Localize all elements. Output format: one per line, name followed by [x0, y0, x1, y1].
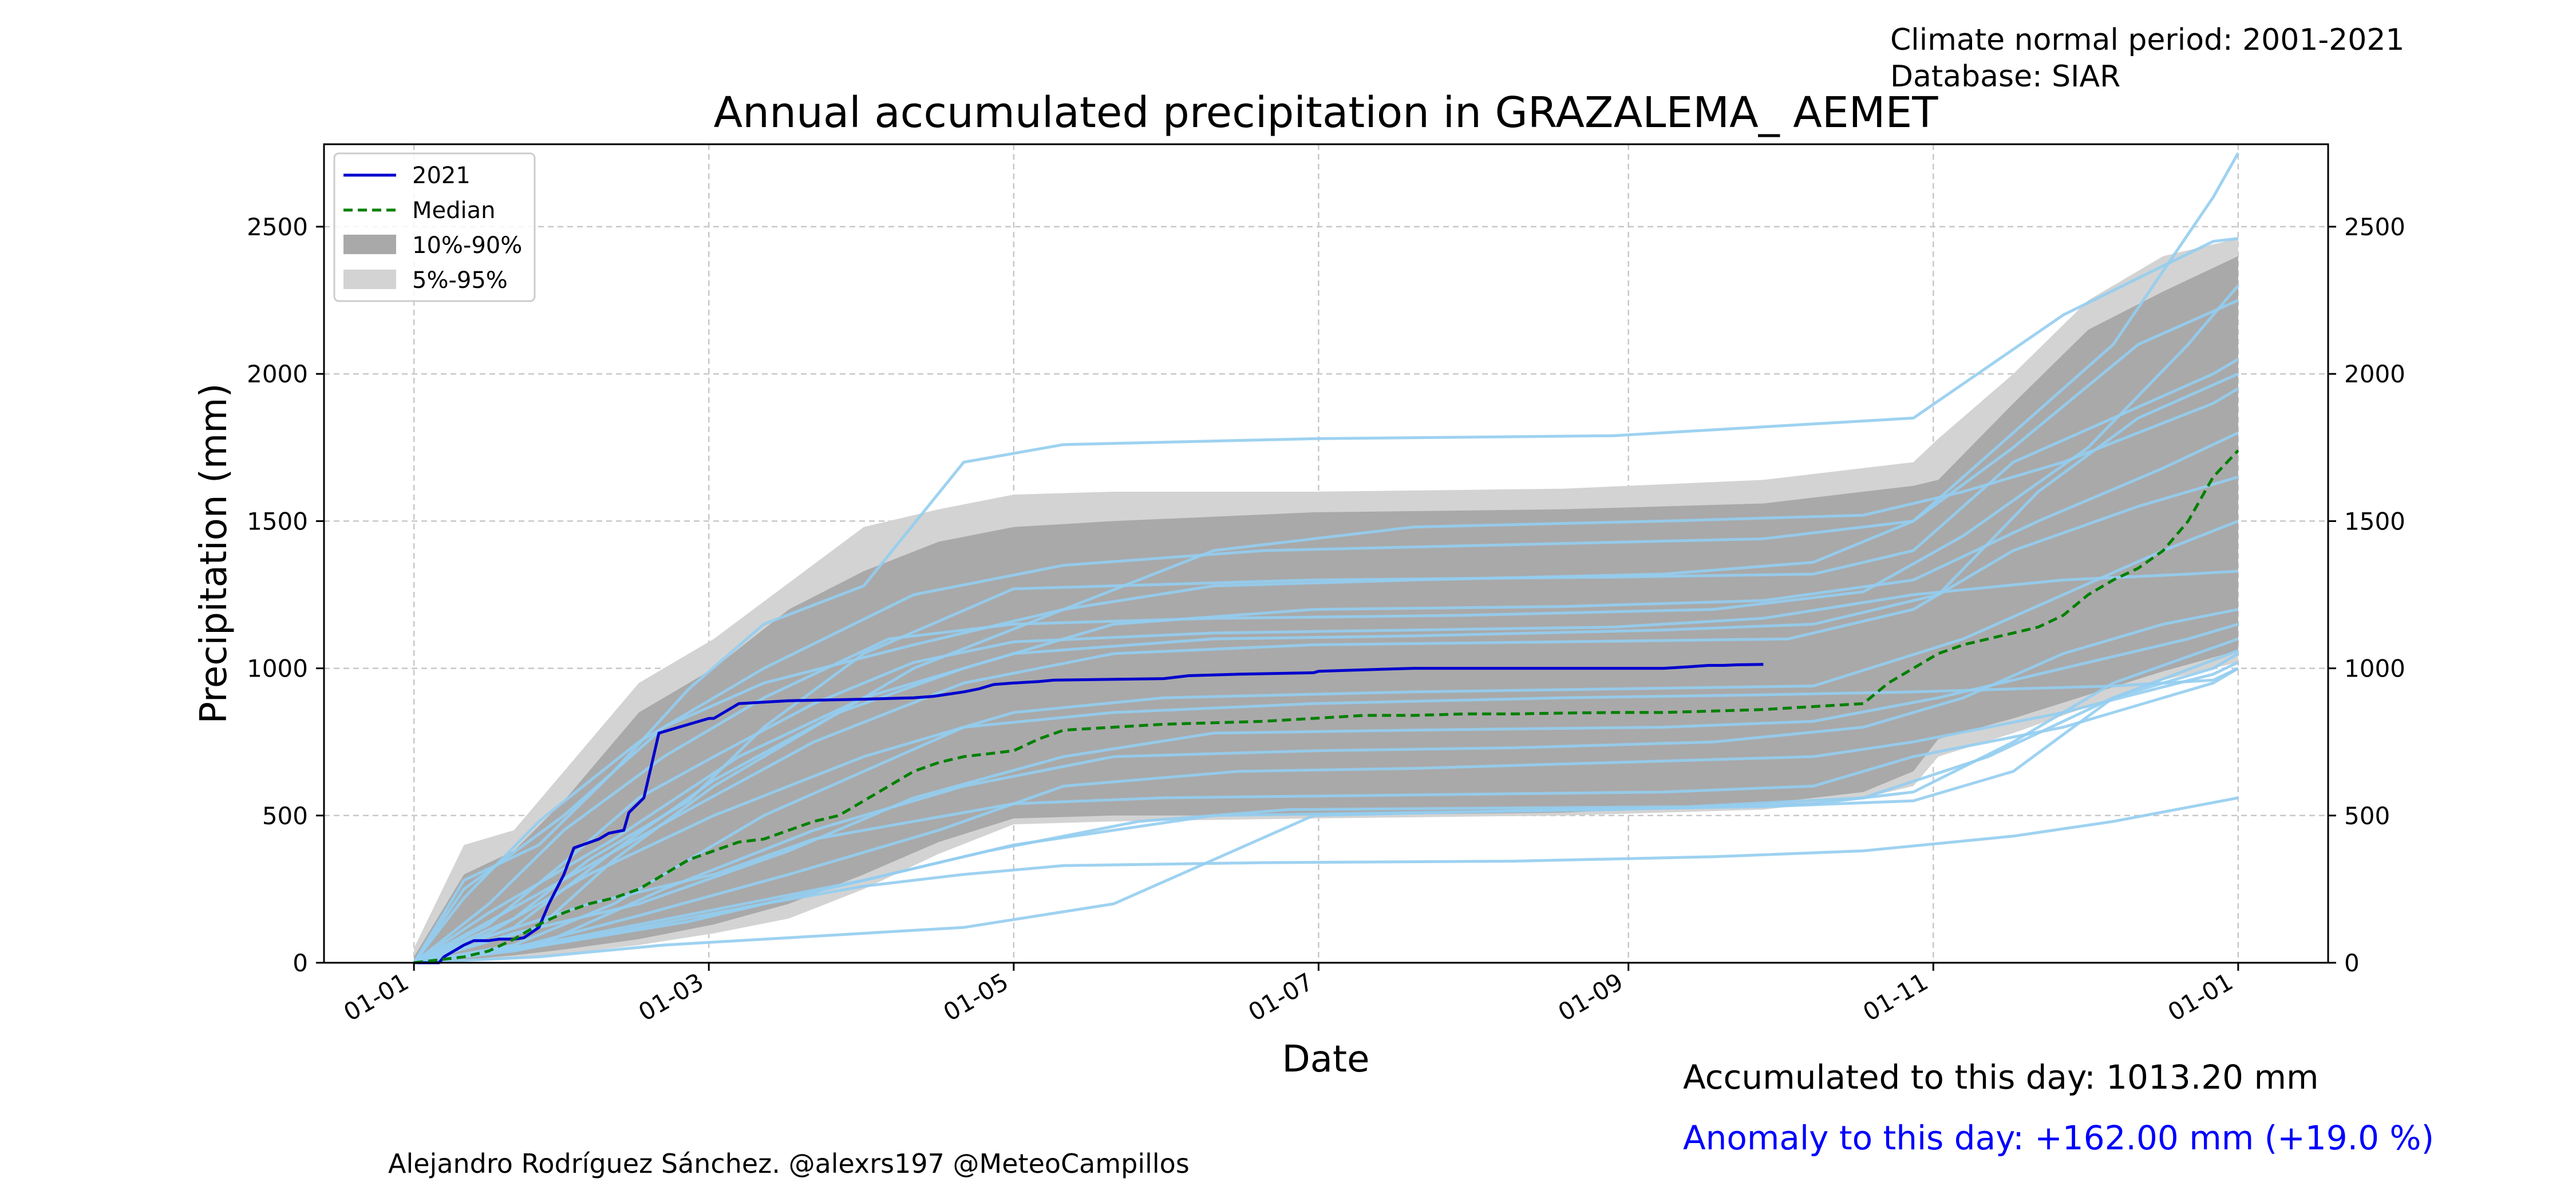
chart-title: Annual accumulated precipitation in GRAZ… — [714, 88, 1939, 137]
historical-year-line — [413, 431, 2239, 964]
x-axis-label: Date — [1282, 1038, 1370, 1081]
historical-year-line — [413, 520, 2239, 964]
historical-year-line — [413, 667, 2239, 964]
historical-year-line — [413, 661, 2239, 964]
y-tick-label: 1000 — [247, 655, 308, 683]
database-label: Database: SIAR — [1890, 60, 2121, 94]
legend-label: Median — [412, 197, 496, 224]
y-tick-label-right: 0 — [2344, 949, 2360, 977]
historical-year-line — [413, 152, 2239, 964]
legend-label: 5%-95% — [412, 267, 508, 294]
historical-year-line — [413, 475, 2239, 964]
legend-label: 2021 — [412, 163, 471, 189]
y-tick-label-right: 2000 — [2344, 360, 2405, 388]
historical-year-line — [413, 372, 2239, 964]
historical-year-line — [413, 358, 2239, 964]
legend-swatch — [343, 235, 396, 254]
climate-period-label: Climate normal period: 2001-2021 — [1890, 23, 2405, 57]
historical-year-line — [413, 570, 2238, 964]
historical-year-line — [413, 637, 2239, 964]
y-tick-label-right: 1500 — [2344, 507, 2405, 535]
y-tick-label-right: 2500 — [2344, 213, 2405, 241]
y-tick-label: 2500 — [247, 213, 308, 241]
historical-year-line — [413, 284, 2239, 964]
y-axis-label: Precipitation (mm) — [193, 383, 235, 724]
y-tick-label: 2000 — [247, 360, 308, 388]
main-series — [413, 449, 2239, 964]
y-tick-label: 0 — [293, 949, 308, 977]
historical-years-lines — [413, 152, 2239, 964]
legend-label: 10%-90% — [412, 232, 522, 259]
historical-year-line — [413, 608, 2239, 964]
historical-year-line — [413, 387, 2239, 964]
historical-year-line — [413, 237, 2239, 964]
anomaly-label: Anomaly to this day: +162.00 mm (+19.0 %… — [1683, 1118, 2435, 1157]
legend-box — [333, 152, 536, 302]
legend-swatch — [343, 270, 396, 289]
plot-frame — [323, 143, 2329, 964]
y-tick-label-right: 500 — [2344, 802, 2390, 830]
historical-year-line — [413, 623, 2239, 964]
author-credit: Alejandro Rodríguez Sánchez. @alexrs197 … — [388, 1148, 1190, 1179]
legend: 2021 Median 10%-90% 5%-95% — [333, 152, 536, 302]
historical-year-line — [413, 796, 2239, 964]
historical-year-line — [413, 667, 2239, 964]
historical-year-line — [413, 299, 2239, 964]
y-tick-label: 500 — [262, 802, 308, 830]
series-line-2021 — [414, 663, 1764, 964]
series-line-median — [413, 449, 2239, 964]
y-tick-label-right: 1000 — [2344, 655, 2405, 683]
accumulated-label: Accumulated to this day: 1013.20 mm — [1683, 1058, 2319, 1097]
historical-year-line — [413, 649, 2239, 964]
y-tick-label: 1500 — [247, 507, 308, 535]
